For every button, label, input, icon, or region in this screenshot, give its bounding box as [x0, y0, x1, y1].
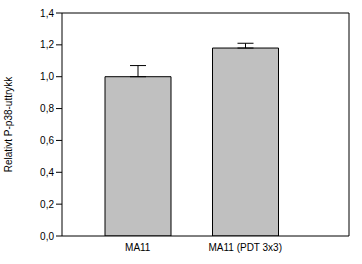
svg-text:0,6: 0,6: [40, 135, 54, 146]
svg-text:Relativt P-p38-uttrykk: Relativt P-p38-uttrykk: [8, 76, 14, 173]
svg-text:0,0: 0,0: [40, 231, 54, 242]
svg-text:MA11: MA11: [125, 242, 151, 253]
svg-text:0,8: 0,8: [40, 103, 54, 114]
svg-text:0,2: 0,2: [40, 199, 54, 210]
svg-text:0,4: 0,4: [40, 167, 54, 178]
svg-text:MA11 (PDT 3x3): MA11 (PDT 3x3): [208, 242, 282, 253]
svg-text:1,4: 1,4: [40, 8, 54, 19]
svg-text:1,2: 1,2: [40, 39, 54, 50]
svg-text:1,0: 1,0: [40, 71, 54, 82]
